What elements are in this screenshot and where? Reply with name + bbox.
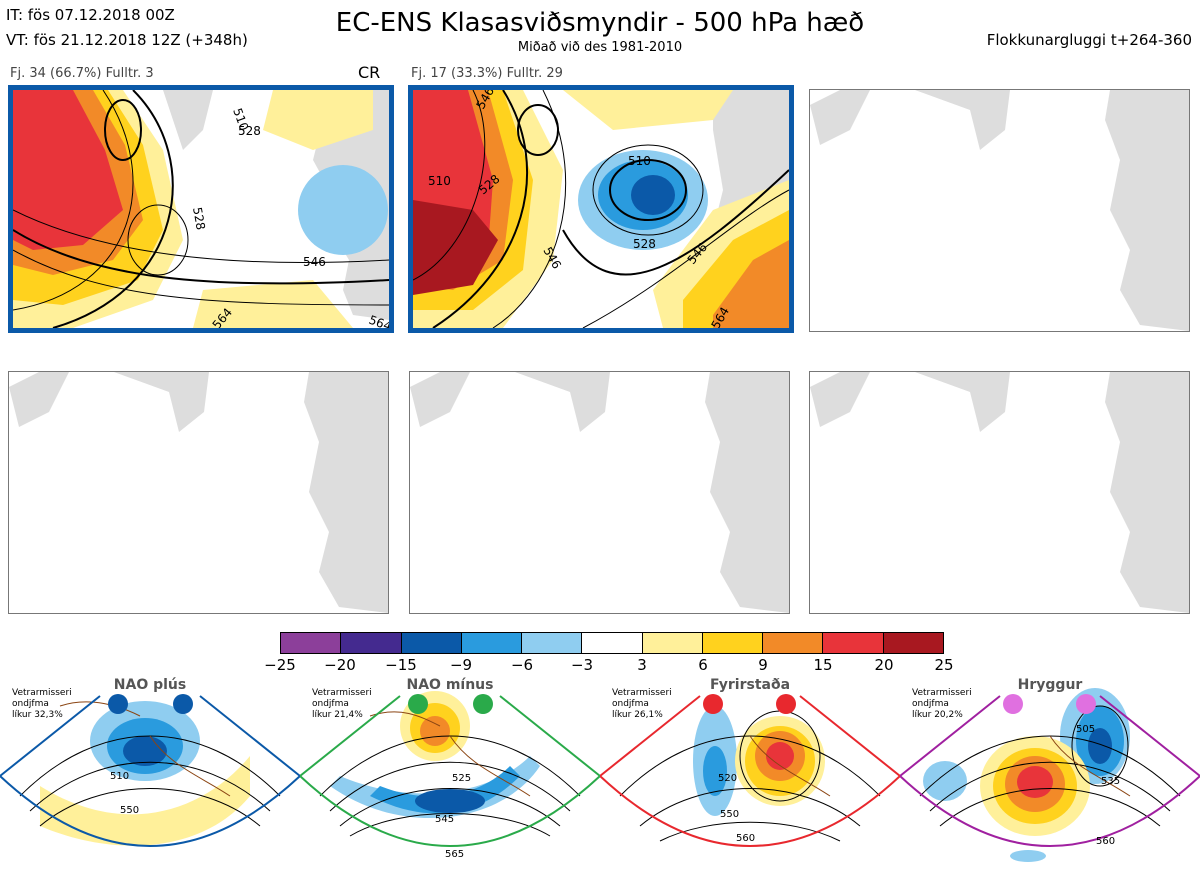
contour-label: 546 [303,255,326,269]
empty-cluster-map [409,371,790,614]
colorbar [280,632,944,654]
colorbar-swatch [582,633,643,653]
cluster-2-label: Fj. 17 (33.3%) Fulltr. 29 [411,66,563,81]
regime-note: Vetrarmisseri ondjfma líkur 26,1% [612,688,672,720]
regime-name: Fyrirstaða [709,677,791,693]
cluster-map-1: 510 528 528 546 564 564 [8,85,394,333]
regime-contour-label: 565 [445,849,464,860]
cluster-map-2: 510 528 510 528 546 546 546 564 [408,85,794,333]
contour-label: 510 [628,154,651,168]
initial-time: IT: fös 07.12.2018 00Z [6,6,175,24]
land-shape [1105,90,1189,331]
regime-contour-label: 520 [718,773,737,784]
regime-contour-label: 510 [110,771,129,782]
colorbar-swatch [642,633,703,653]
regime-contour-label: 505 [1076,724,1095,735]
colorbar-tick: 9 [758,656,768,674]
colorbar-tick: −25 [264,656,296,674]
valid-time: VT: fös 21.12.2018 12Z (+348h) [6,31,248,49]
regime-contour-label: 525 [452,773,471,784]
regime-note: Vetrarmisseri ondjfma líkur 20,2% [912,688,972,720]
page-subtitle: Miðað við des 1981-2010 [517,40,683,55]
empty-cluster-map [809,89,1190,332]
land-shape [515,372,610,432]
regime-contour-label: 535 [1101,776,1120,787]
colorbar-swatch [883,633,943,653]
contour-label: 528 [633,237,656,251]
land-shape [9,372,69,427]
colorbar-tick: 15 [813,656,833,674]
colorbar-tick: −6 [510,656,534,674]
regime-note: Vetrarmisseri ondjfma líkur 21,4% [312,688,372,720]
contour-label: 510 [428,174,451,188]
colorbar-tick: −3 [570,656,594,674]
cluster-1-tag: CR [358,63,381,82]
land-shape [810,90,870,145]
colorbar-swatch [823,633,884,653]
contour-label: 528 [190,206,208,231]
regime-contour-label: 550 [120,805,139,816]
regime-ridge: 505 535 560 Hryggur Vetrarmisseri ondjfm… [900,676,1200,871]
colorbar-tick: 25 [934,656,954,674]
contour-label: 528 [238,124,261,138]
empty-cluster-map [8,371,389,614]
regime-contour-label: 560 [736,833,755,844]
colorbar-tick: −9 [449,656,473,674]
land-shape [705,372,789,613]
cluster-1-label: Fj. 34 (66.7%) Fulltr. 3 [10,66,154,81]
colorbar-tick: −15 [385,656,417,674]
regime-contour-label: 545 [435,814,454,825]
regime-contour-label: 560 [1096,836,1115,847]
regime-nao-plus: 510 550 NAO plús Vetrarmisseri ondjfma l… [0,676,300,871]
land-shape [915,372,1010,432]
land-shape [304,372,388,613]
contour-label: 564 [367,313,389,328]
regime-name: NAO plús [113,677,187,693]
land-shape [114,372,209,432]
colorbar-swatch [763,633,824,653]
regime-contour-label: 550 [720,809,739,820]
land-shape [410,372,470,427]
colorbar-tick: 20 [874,656,894,674]
regime-note: Vetrarmisseri ondjfma líkur 32,3% [12,688,72,720]
colorbar-swatch [401,633,462,653]
land-shape [915,90,1010,150]
colorbar-swatch [281,633,342,653]
colorbar-tick: 3 [637,656,647,674]
colorbar-swatch [522,633,583,653]
regime-blocking: 520 550 560 Fyrirstaða Vetrarmisseri ond… [600,676,900,871]
regime-name: NAO mínus [406,677,494,693]
land-shape [810,372,870,427]
page-title: EC-ENS Klasasviðsmyndir - 500 hPa hæð [335,8,865,38]
regime-name: Hryggur [1017,677,1083,693]
empty-cluster-map [809,371,1190,614]
colorbar-tick: −20 [324,656,356,674]
land-shape [1105,372,1189,613]
colorbar-swatch [702,633,764,653]
clustering-window: Flokkunargluggi t+264-360 [986,31,1192,49]
colorbar-swatch [341,633,402,653]
colorbar-swatch [461,633,523,653]
colorbar-tick: 6 [698,656,708,674]
regime-nao-minus: 525 545 565 NAO mínus Vetrarmisseri ondj… [300,676,600,871]
